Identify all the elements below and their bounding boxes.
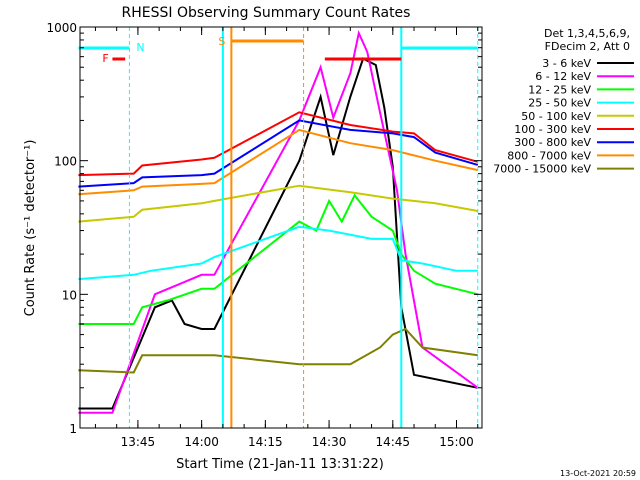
legend-label-3: 25 - 50 keV (528, 97, 591, 110)
saa-label: S (218, 35, 225, 48)
y-tick-label-2: 100 (54, 155, 77, 169)
x-axis: 13:45 14:00 14:15 14:30 14:45 15:00 (94, 27, 479, 449)
x-tick-label-2: 14:15 (248, 435, 283, 449)
annotations: N F S (78, 27, 479, 428)
legend-label-7: 800 - 7000 keV (507, 149, 591, 162)
legend-label-5: 100 - 300 keV (514, 123, 591, 136)
x-tick-label-5: 15:00 (439, 435, 474, 449)
plot-frame (79, 26, 483, 429)
legend: Det 1,3,4,5,6,9,FDecim 2, Att 0 3 - 6 keV… (493, 27, 634, 176)
y-tick-label-3: 1000 (46, 21, 77, 35)
legend-label-2: 12 - 25 keV (528, 83, 591, 96)
legend-label-0: 3 - 6 keV (542, 57, 591, 70)
series-line-3 (78, 225, 478, 281)
legend-label-6: 300 - 800 keV (514, 136, 591, 149)
x-tick-label-3: 14:30 (312, 435, 347, 449)
y-tick-label-0: 1 (69, 422, 77, 436)
x-tick-label-4: 14:45 (375, 435, 410, 449)
series-line-6 (78, 119, 479, 188)
flare-label: F (102, 52, 108, 65)
x-tick-label-1: 14:00 (184, 435, 219, 449)
y-axis-label: Count Rate (s⁻¹ detector⁻¹) (23, 140, 38, 317)
legend-label-1: 6 - 12 keV (535, 70, 591, 83)
night-label: N (136, 41, 144, 54)
series-line-5 (78, 111, 479, 177)
x-tick-label-0: 13:45 (121, 435, 156, 449)
series-line-2 (78, 193, 479, 325)
chart-title: RHESSI Observing Summary Count Rates (122, 5, 411, 21)
series-line-4 (78, 184, 478, 223)
series-line-7 (78, 128, 479, 196)
series-lines (78, 29, 479, 414)
series-line-8 (78, 327, 478, 374)
legend-label-8: 7000 - 15000 keV (493, 163, 591, 176)
legend-header-0: Det 1,3,4,5,6,9, (544, 27, 630, 40)
y-axis: 1 10 100 1000 (46, 21, 482, 436)
footer-date: 13-Oct-2021 20:59 (560, 469, 636, 478)
y-tick-label-1: 10 (62, 288, 77, 302)
legend-label-4: 50 - 100 keV (521, 110, 591, 123)
legend-header-1: FDecim 2, Att 0 (545, 40, 630, 53)
series-line-1 (78, 29, 479, 414)
x-axis-label: Start Time (21-Jan-11 13:31:22) (176, 457, 384, 472)
